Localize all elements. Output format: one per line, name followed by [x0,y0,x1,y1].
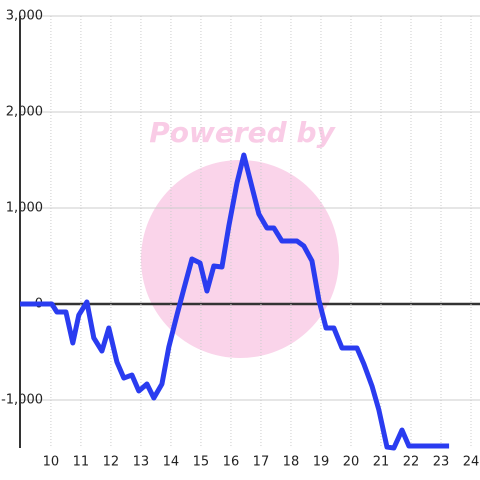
x-tick-label: 10 [43,455,60,470]
x-tick-label: 20 [343,455,360,470]
x-tick-label: 21 [373,455,390,470]
x-tick-label: 11 [73,455,90,470]
y-tick-label: 1,000 [6,201,43,216]
x-tick-label: 18 [283,455,300,470]
x-tick-label: 12 [103,455,120,470]
y-tick-label: 3,000 [6,9,43,24]
x-tick-label: 14 [163,455,180,470]
x-tick-label: 13 [133,455,150,470]
x-tick-label: 24 [463,455,480,470]
x-tick-label: 17 [253,455,270,470]
x-tick-label: 16 [223,455,240,470]
watermark: Powered by [149,116,336,149]
x-tick-label: 19 [313,455,330,470]
y-tick-label: 2,000 [6,105,43,120]
data-line [20,152,450,451]
watermark-circle [141,160,339,358]
y-tick-label: -1,000 [1,393,43,408]
x-tick-label: 23 [433,455,450,470]
x-tick-label: 22 [403,455,420,470]
x-tick-label: 15 [193,455,210,470]
